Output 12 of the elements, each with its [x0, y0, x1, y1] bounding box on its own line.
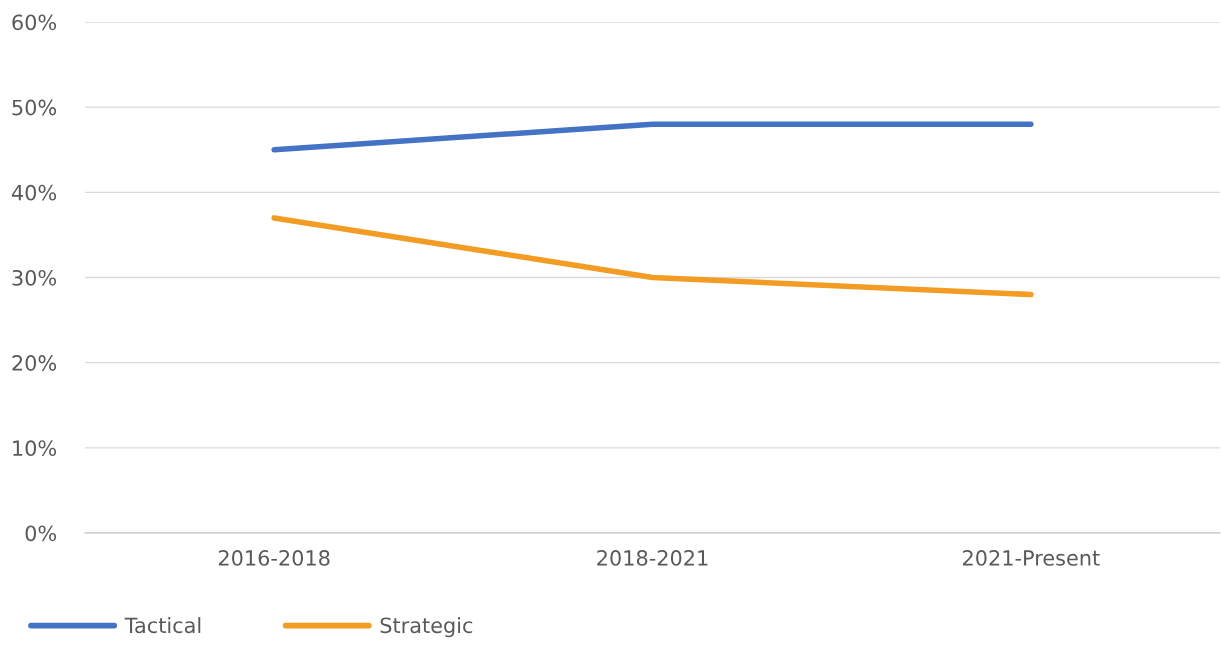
y-tick-label: 40%: [11, 184, 57, 201]
x-tick-label: 2016-2018: [218, 550, 330, 566]
legend-label: Strategic: [380, 617, 473, 638]
y-tick-label: 0%: [25, 525, 57, 542]
y-tick-label: 60%: [12, 14, 57, 31]
x-tick-label: 2021-Present: [963, 550, 1100, 566]
x-tick-label: 2018-2021: [597, 550, 708, 566]
y-tick-label: 20%: [12, 355, 57, 371]
y-tick-label: 50%: [12, 99, 57, 116]
y-tick-label: 30%: [12, 269, 57, 286]
legend-label: Tactical: [124, 617, 201, 634]
y-tick-label: 10%: [13, 440, 57, 457]
